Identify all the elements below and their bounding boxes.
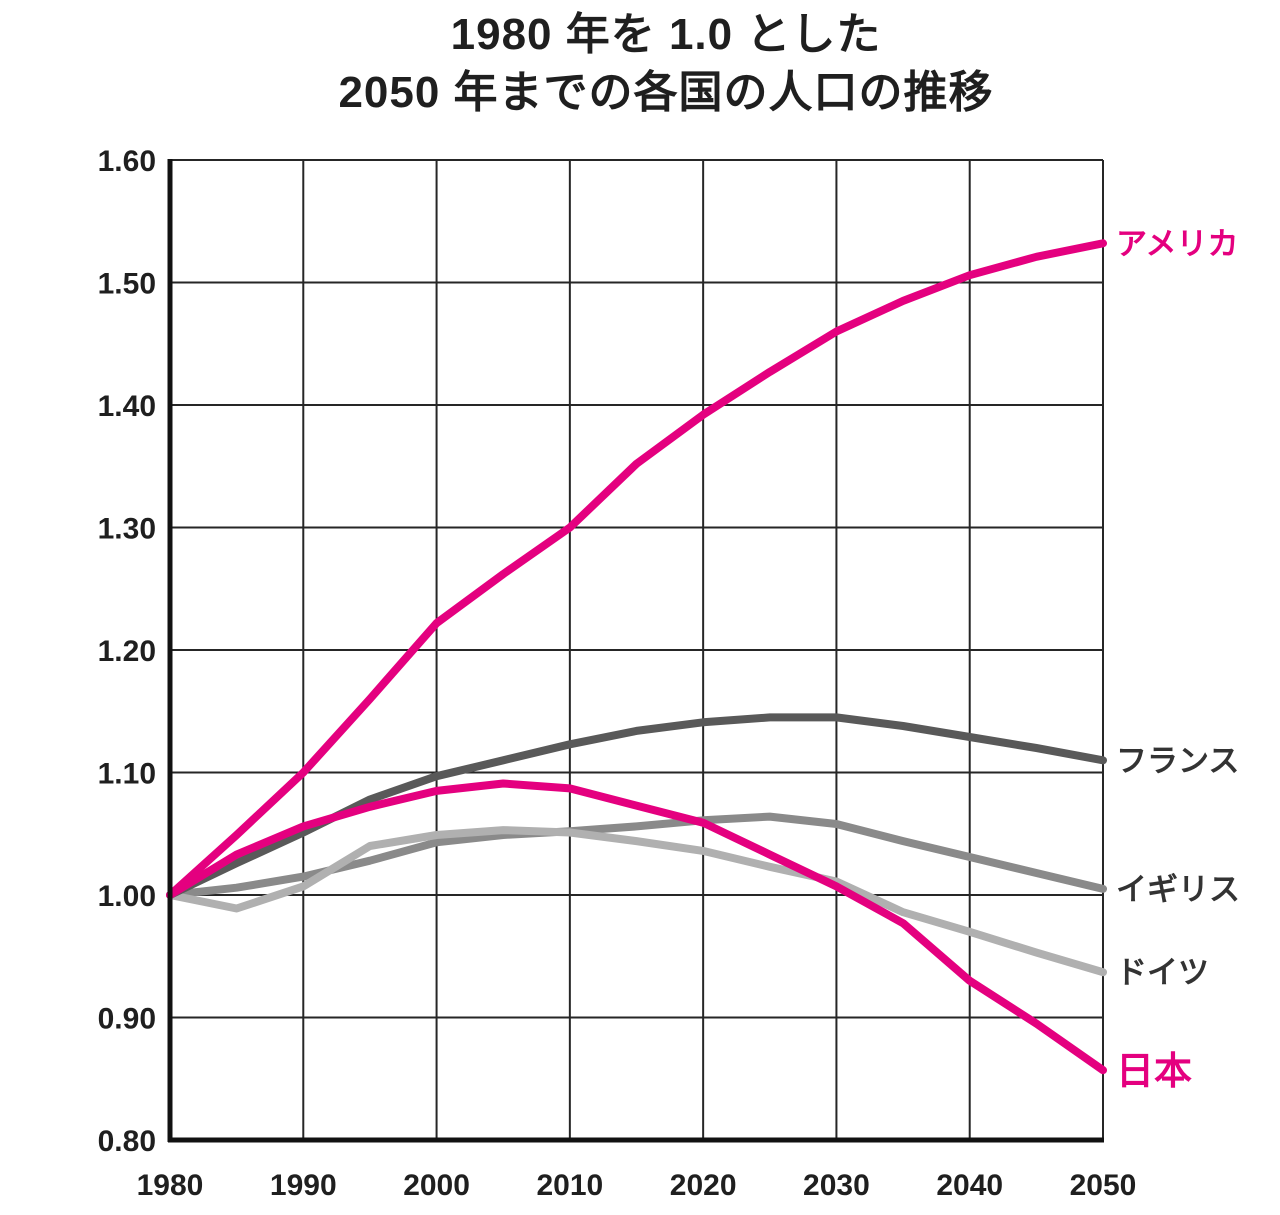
chart-title-line1: 1980 年を 1.0 とした (450, 10, 882, 59)
y-tick-label-1.40: 1.40 (98, 390, 156, 423)
y-axis-labels: 0.80 0.90 1.00 1.10 1.20 1.30 1.40 1.50 1.60 (98, 145, 156, 1158)
x-tick-label-2030: 2030 (803, 1169, 870, 1202)
series-line-germany (166, 826, 1107, 977)
series-line-america (166, 239, 1107, 899)
x-tick-label-1980: 1980 (137, 1169, 204, 1202)
y-tick-label-1.50: 1.50 (98, 268, 156, 301)
series-layer (166, 239, 1107, 1075)
x-tick-label-2000: 2000 (403, 1169, 470, 1202)
series-label-france: フランス (1116, 743, 1239, 778)
series-label-germany: ドイツ (1116, 955, 1209, 990)
y-tick-label-0.90: 0.90 (98, 1003, 156, 1036)
x-tick-label-2010: 2010 (536, 1169, 603, 1202)
chart-title: 1980 年を 1.0 とした 2050 年までの各国の人口の推移 (0, 6, 1280, 122)
y-tick-label-0.80: 0.80 (98, 1125, 156, 1158)
y-tick-label-1.10: 1.10 (98, 758, 156, 791)
axis-layer (167, 159, 1104, 1143)
x-tick-label-2040: 2040 (936, 1169, 1003, 1202)
y-tick-label-1.00: 1.00 (98, 880, 156, 913)
grid-layer (169, 159, 1104, 1141)
chart-title-line2: 2050 年までの各国の人口の推移 (338, 68, 994, 118)
y-tick-label-1.60: 1.60 (98, 145, 156, 178)
series-label-japan: 日本 (1116, 1051, 1192, 1093)
series-line-japan (166, 779, 1107, 1075)
y-tick-label-1.20: 1.20 (98, 635, 156, 668)
x-tick-label-2020: 2020 (670, 1169, 737, 1202)
x-axis-labels: 1980 1990 2000 2010 2020 2030 2040 2050 (137, 1169, 1137, 1202)
x-tick-label-2050: 2050 (1070, 1169, 1137, 1202)
series-label-uk: イギリス (1116, 872, 1240, 907)
x-tick-label-1990: 1990 (270, 1169, 337, 1202)
series-label-america: アメリカ (1116, 226, 1238, 261)
y-tick-label-1.30: 1.30 (98, 513, 156, 546)
